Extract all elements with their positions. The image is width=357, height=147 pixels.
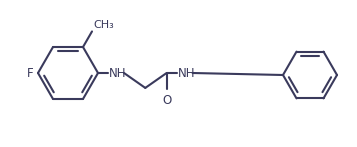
- Text: F: F: [26, 66, 33, 80]
- Text: NH: NH: [177, 66, 195, 80]
- Text: NH: NH: [109, 66, 126, 80]
- Text: O: O: [162, 94, 171, 107]
- Text: CH₃: CH₃: [93, 20, 114, 30]
